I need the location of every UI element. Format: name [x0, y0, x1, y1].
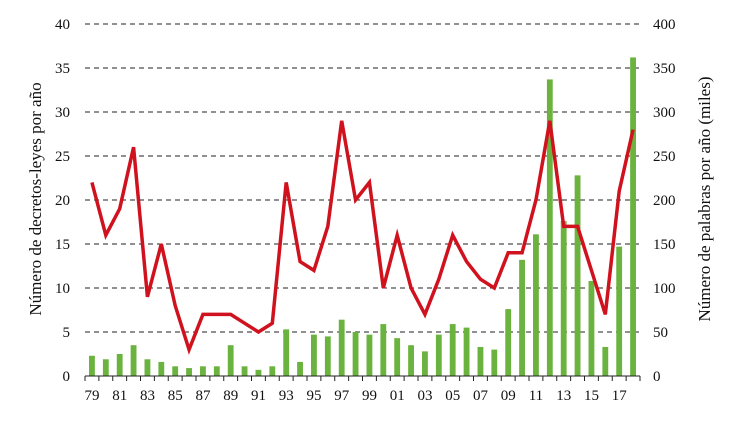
left-tick-label-2: 10	[55, 281, 70, 297]
bar-1988	[213, 366, 220, 376]
right-axis-ticks: 0 50 100 150 200 250 300 350 400	[653, 17, 676, 385]
bar-2006	[463, 327, 470, 376]
axes	[84, 375, 641, 381]
right-tick-label-1: 50	[653, 325, 668, 341]
bar-2011	[533, 234, 539, 376]
bar-2017	[616, 246, 623, 376]
bar-2004	[435, 334, 442, 376]
bar-2005	[449, 324, 456, 376]
x-tick-label-17: 17	[612, 388, 628, 404]
bar-1997	[338, 319, 345, 376]
bar-2000	[380, 324, 387, 376]
bar-series	[89, 57, 636, 376]
bar-1994	[297, 361, 303, 376]
right-tick-label-6: 300	[653, 105, 676, 121]
left-tick-label-5: 25	[55, 149, 70, 165]
left-axis-ticks: 0 5 10 15 20 25 30 35 40	[55, 17, 70, 385]
bar-1983	[144, 359, 151, 376]
left-tick-label-6: 30	[55, 105, 70, 121]
bar-1981	[116, 354, 123, 376]
bar-1992	[269, 366, 276, 376]
bar-2018	[630, 57, 636, 376]
x-tick-label-13: 13	[556, 388, 571, 404]
x-tick-label-09: 09	[501, 388, 516, 404]
left-tick-label-8: 40	[55, 17, 70, 33]
bar-1999	[366, 334, 373, 376]
bar-2008	[491, 349, 498, 376]
right-tick-label-2: 100	[653, 281, 676, 297]
bar-2001	[394, 338, 401, 376]
bar-1984	[158, 361, 165, 376]
bar-2014	[574, 175, 581, 376]
bar-2009	[505, 309, 512, 376]
bar-2013	[560, 221, 567, 376]
right-tick-label-7: 350	[653, 61, 676, 77]
x-axis-ticks: 79 81 83 85 87 89 91 93 95 97 99 01 03 05 07 09 11 13 15 17	[84, 388, 627, 404]
x-tick-label-91: 91	[251, 388, 266, 404]
x-tick-label-05: 05	[445, 388, 460, 404]
bar-2015	[588, 280, 595, 376]
bar-1986	[186, 368, 192, 376]
left-tick-label-1: 5	[63, 325, 71, 341]
x-tick-label-79: 79	[84, 388, 99, 404]
x-tick-label-83: 83	[140, 388, 155, 404]
x-tick-label-81: 81	[112, 388, 127, 404]
bar-1998	[352, 332, 359, 376]
bar-1990	[241, 366, 248, 376]
x-tick-label-89: 89	[223, 388, 238, 404]
bar-2002	[408, 345, 414, 376]
right-tick-label-8: 400	[653, 17, 676, 33]
x-tick-label-93: 93	[279, 388, 294, 404]
x-tick-label-85: 85	[168, 388, 183, 404]
bar-1996	[324, 336, 331, 376]
left-tick-label-7: 35	[55, 61, 70, 77]
x-tick-label-95: 95	[306, 388, 321, 404]
x-tick-label-11: 11	[529, 388, 543, 404]
x-tick-label-15: 15	[584, 388, 599, 404]
right-axis-title: Número de palabras por año (miles)	[695, 77, 714, 322]
left-tick-label-0: 0	[63, 369, 71, 385]
x-tick-label-03: 03	[417, 388, 432, 404]
bar-2003	[422, 351, 428, 376]
bar-1985	[172, 366, 179, 376]
right-tick-label-3: 150	[653, 237, 676, 253]
left-tick-label-4: 20	[55, 193, 70, 209]
x-tick-label-87: 87	[195, 388, 211, 404]
left-tick-label-3: 15	[55, 237, 70, 253]
x-tick-label-97: 97	[334, 388, 350, 404]
bar-1995	[311, 334, 317, 376]
decree-line	[90, 120, 635, 355]
bar-1987	[200, 366, 206, 376]
right-tick-label-0: 0	[653, 369, 661, 385]
right-tick-label-5: 250	[653, 149, 676, 165]
left-axis-title: Número de decretos-leyes por año	[26, 82, 45, 315]
bar-1991	[255, 369, 262, 376]
x-tick-label-01: 01	[390, 388, 405, 404]
bar-2016	[602, 346, 609, 376]
bar-2007	[477, 346, 484, 376]
bar-2012	[546, 79, 553, 376]
bar-1993	[283, 329, 290, 376]
line-series	[90, 120, 635, 355]
bar-1979	[89, 355, 95, 376]
x-tick-label-99: 99	[362, 388, 377, 404]
bar-1982	[130, 345, 137, 376]
bar-1980	[102, 359, 109, 376]
right-tick-label-4: 200	[653, 193, 676, 209]
bar-1989	[227, 345, 234, 376]
bar-2010	[519, 259, 525, 376]
x-tick-label-07: 07	[473, 388, 489, 404]
